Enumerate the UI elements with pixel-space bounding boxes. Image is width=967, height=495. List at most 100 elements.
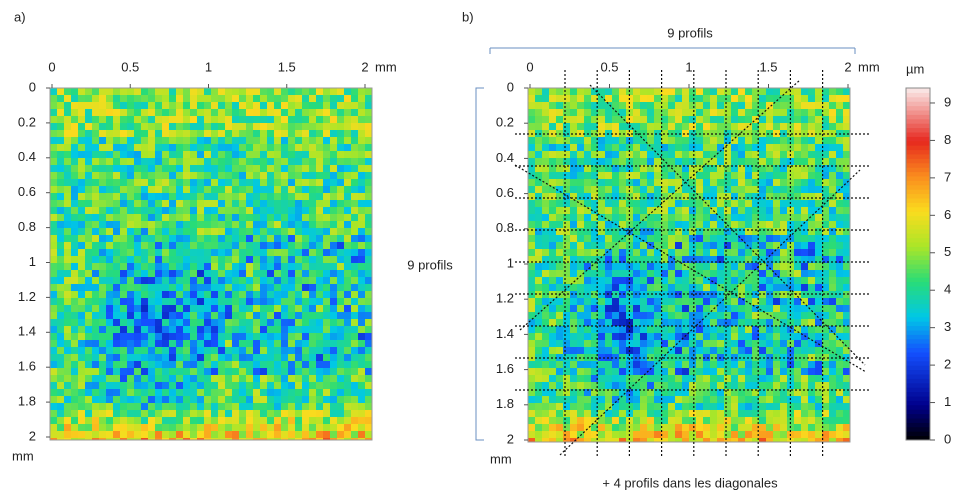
map-cell	[211, 333, 219, 341]
map-cell	[829, 88, 837, 96]
map-cell	[141, 263, 149, 271]
map-cell	[197, 410, 205, 418]
map-cell	[542, 277, 550, 285]
map-cell	[344, 207, 352, 215]
map-cell	[675, 284, 683, 292]
map-cell	[535, 242, 543, 250]
map-cell	[309, 361, 317, 369]
panel-label: a)	[14, 9, 26, 24]
map-cell	[274, 277, 282, 285]
map-cell	[302, 312, 310, 320]
map-cell	[365, 186, 373, 194]
map-cell	[260, 207, 268, 215]
map-cell	[267, 403, 275, 411]
map-cell	[598, 116, 606, 124]
map-cell	[330, 368, 338, 376]
map-cell	[654, 214, 662, 222]
map-cell	[253, 102, 261, 110]
map-cell	[190, 207, 198, 215]
map-cell	[169, 305, 177, 313]
map-cell	[218, 382, 226, 390]
map-cell	[344, 340, 352, 348]
map-cell	[822, 284, 830, 292]
map-cell	[113, 235, 121, 243]
map-cell	[528, 291, 536, 299]
map-cell	[703, 354, 711, 362]
map-cell	[309, 116, 317, 124]
map-cell	[829, 207, 837, 215]
map-cell	[330, 305, 338, 313]
colorbar-step	[906, 224, 930, 230]
map-cell	[724, 333, 732, 341]
map-cell	[323, 88, 331, 96]
map-cell	[225, 158, 233, 166]
map-cell	[703, 158, 711, 166]
map-cell	[773, 102, 781, 110]
map-cell	[528, 340, 536, 348]
map-cell	[815, 130, 823, 138]
map-cell	[822, 95, 830, 103]
map-cell	[535, 130, 543, 138]
map-cell	[316, 137, 324, 145]
map-cell	[183, 165, 191, 173]
map-cell	[99, 347, 107, 355]
map-cell	[682, 214, 690, 222]
map-cell	[176, 382, 184, 390]
map-cell	[260, 109, 268, 117]
map-cell	[647, 284, 655, 292]
map-cell	[717, 116, 725, 124]
map-cell	[584, 368, 592, 376]
map-cell	[127, 284, 135, 292]
map-cell	[794, 396, 802, 404]
map-cell	[640, 88, 648, 96]
map-cell	[815, 242, 823, 250]
map-cell	[563, 130, 571, 138]
map-cell	[260, 291, 268, 299]
map-cell	[267, 200, 275, 208]
map-cell	[169, 403, 177, 411]
map-cell	[675, 431, 683, 439]
map-cell	[197, 396, 205, 404]
map-cell	[787, 410, 795, 418]
map-cell	[225, 207, 233, 215]
map-cell	[155, 375, 163, 383]
map-cell	[703, 88, 711, 96]
map-cell	[724, 249, 732, 257]
map-cell	[92, 95, 100, 103]
map-cell	[330, 333, 338, 341]
map-cell	[113, 151, 121, 159]
map-cell	[267, 298, 275, 306]
map-cell	[836, 438, 844, 443]
map-cell	[267, 277, 275, 285]
map-cell	[302, 200, 310, 208]
map-cell	[759, 158, 767, 166]
map-cell	[738, 431, 746, 439]
map-cell	[176, 242, 184, 250]
map-cell	[563, 389, 571, 397]
map-cell	[661, 431, 669, 439]
map-cell	[661, 172, 669, 180]
map-cell	[619, 88, 627, 96]
map-cell	[759, 291, 767, 299]
map-cell	[773, 95, 781, 103]
map-cell	[829, 116, 837, 124]
map-cell	[549, 417, 557, 425]
map-cell	[661, 158, 669, 166]
map-cell	[584, 403, 592, 411]
map-cell	[773, 158, 781, 166]
map-cell	[654, 382, 662, 390]
map-cell	[563, 249, 571, 257]
map-cell	[556, 158, 564, 166]
map-cell	[759, 263, 767, 271]
map-cell	[843, 270, 851, 278]
map-cell	[316, 109, 324, 117]
map-cell	[738, 186, 746, 194]
map-cell	[120, 382, 128, 390]
map-cell	[654, 298, 662, 306]
map-cell	[176, 277, 184, 285]
map-cell	[316, 249, 324, 257]
map-cell	[577, 284, 585, 292]
map-cell	[759, 95, 767, 103]
map-cell	[640, 270, 648, 278]
map-cell	[365, 151, 373, 159]
